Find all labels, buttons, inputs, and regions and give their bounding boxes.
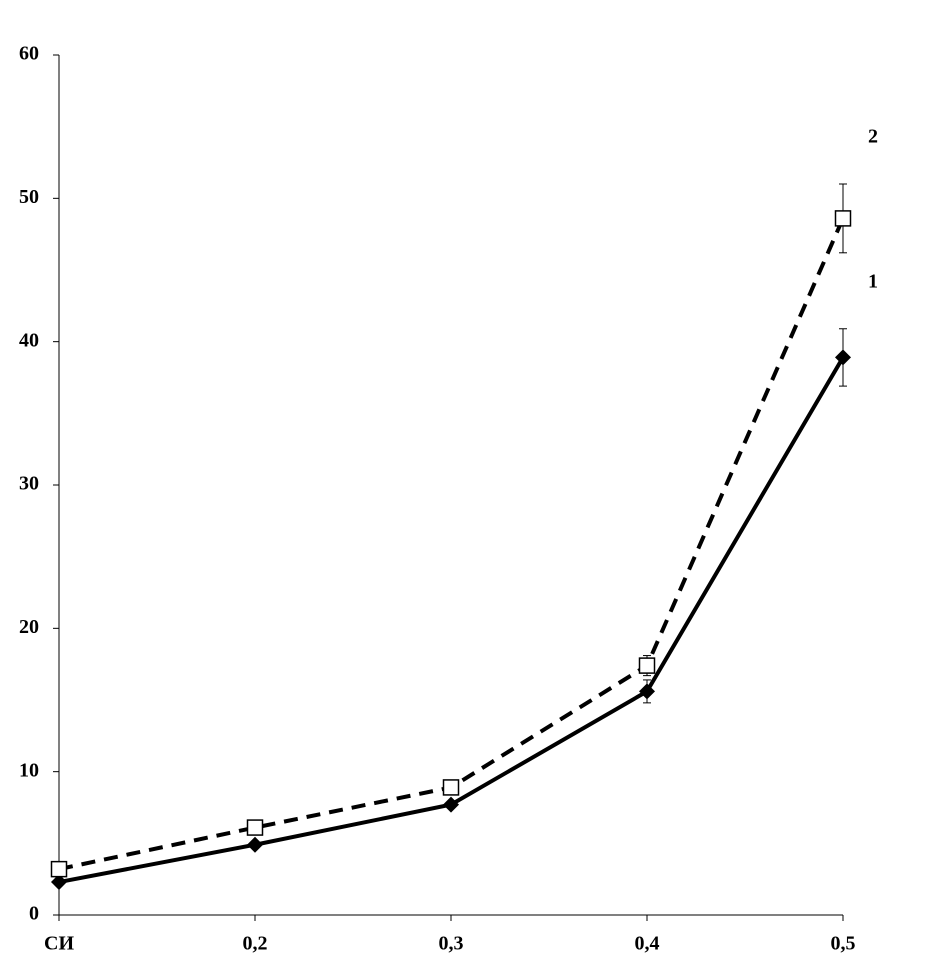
x-tick-label: 0,3 — [439, 933, 464, 955]
y-tick-label: 30 — [19, 473, 39, 495]
series-label: 1 — [868, 270, 878, 292]
y-tick-label: 50 — [19, 186, 39, 208]
marker — [442, 779, 460, 796]
x-tick-label: 0,2 — [243, 933, 268, 955]
marker — [834, 210, 852, 227]
y-tick-label: 0 — [29, 903, 39, 925]
x-tick-label: 0,4 — [635, 933, 660, 955]
marker — [51, 874, 67, 891]
y-tick-label: 10 — [19, 759, 39, 781]
marker — [246, 819, 264, 836]
marker — [50, 860, 68, 878]
series-line — [58, 217, 845, 872]
marker — [247, 836, 263, 853]
series-label: 2 — [868, 126, 878, 148]
x-tick-label: СИ — [44, 933, 74, 955]
x-tick-label: 0,5 — [831, 933, 856, 955]
marker — [443, 796, 459, 813]
marker — [638, 657, 656, 674]
y-tick-label: 60 — [19, 43, 39, 65]
y-tick-label: 40 — [19, 329, 39, 351]
y-tick-label: 20 — [19, 616, 39, 638]
marker — [639, 683, 655, 700]
marker — [835, 349, 851, 366]
